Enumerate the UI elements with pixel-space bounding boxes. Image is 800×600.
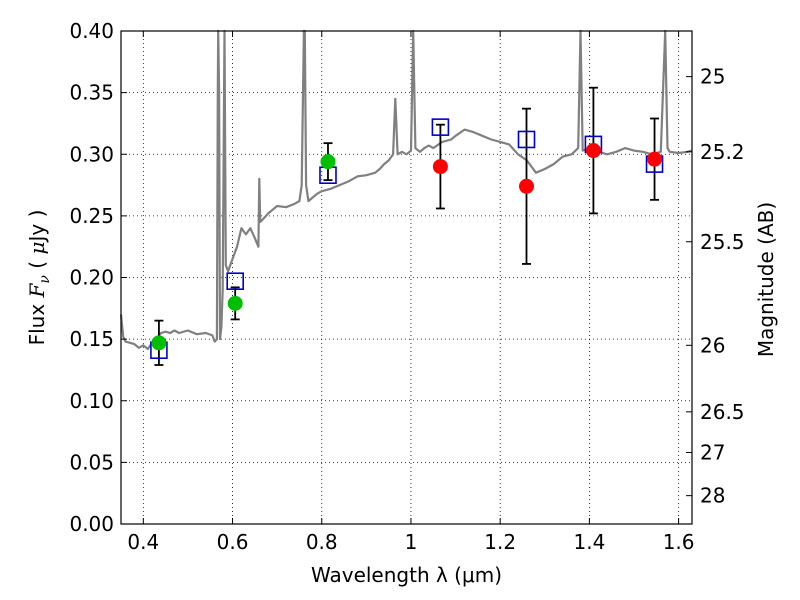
right-tick-label: 25 [700,65,725,89]
model-spectrum-layer [119,29,693,351]
observed-point-red [585,143,601,159]
observed-photometry-layer [151,143,663,351]
y-axis-label-symbol: F [25,282,49,298]
y-tick-label: 0.10 [69,389,114,413]
x-tick-label: 0.4 [127,530,159,554]
y-tick-label: 0.40 [69,19,114,43]
x-tick-label: 1.2 [484,530,516,554]
tick-layer: 0.4 0.6 0.8 1 1.2 1.4 1.6 0.00 0.05 0.10 0.15 0.20 0… [69,19,744,554]
y-axis-label-unit: Jy ) [25,210,49,244]
observed-point-green [151,335,167,351]
right-tick-label: 25.5 [700,230,745,254]
right-axis-label: Magnitude (AB) [754,202,778,357]
right-tick-label: 25.2 [700,140,745,164]
plot-frame [120,30,693,525]
grid-layer [121,31,692,524]
x-tick-label: 1.6 [663,530,695,554]
x-tick-label: 1 [405,530,418,554]
observed-point-red [518,178,534,194]
y-axis-label-flux: Flux [25,297,49,345]
observed-point-green [320,154,336,170]
y-tick-label: 0.20 [69,266,114,290]
y-tick-label: 0.00 [69,512,114,536]
model-photometry-square [226,272,244,290]
observed-point-red [647,151,663,167]
y-axis-label-mu: μ [25,242,49,255]
right-tick-label: 27 [700,441,725,465]
x-tick-label: 0.6 [217,530,249,554]
y-axis-label-subscript: ν [37,275,53,284]
right-tick-label: 28 [700,484,725,508]
model-photometry-square [431,118,450,136]
observed-point-red [432,159,448,175]
y-tick-label: 0.15 [69,327,114,351]
x-axis-label: Wavelength λ (μm) [311,563,502,587]
observed-point-green [227,295,243,311]
right-tick-label: 26 [700,333,725,357]
y-tick-label: 0.05 [69,450,114,474]
x-tick-label: 0.8 [306,530,338,554]
x-tick-label: 1.4 [573,530,605,554]
y-axis-label-paren: ( [25,255,49,276]
model-photometry-square [517,130,536,149]
model-spectrum-line [119,29,693,351]
y-tick-label: 0.25 [69,204,114,228]
y-tick-label: 0.35 [69,81,114,105]
right-tick-label: 26.5 [700,400,745,424]
y-tick-label: 0.30 [69,142,114,166]
y-axis-label: Flux Fν ( μJy ) [25,210,53,346]
